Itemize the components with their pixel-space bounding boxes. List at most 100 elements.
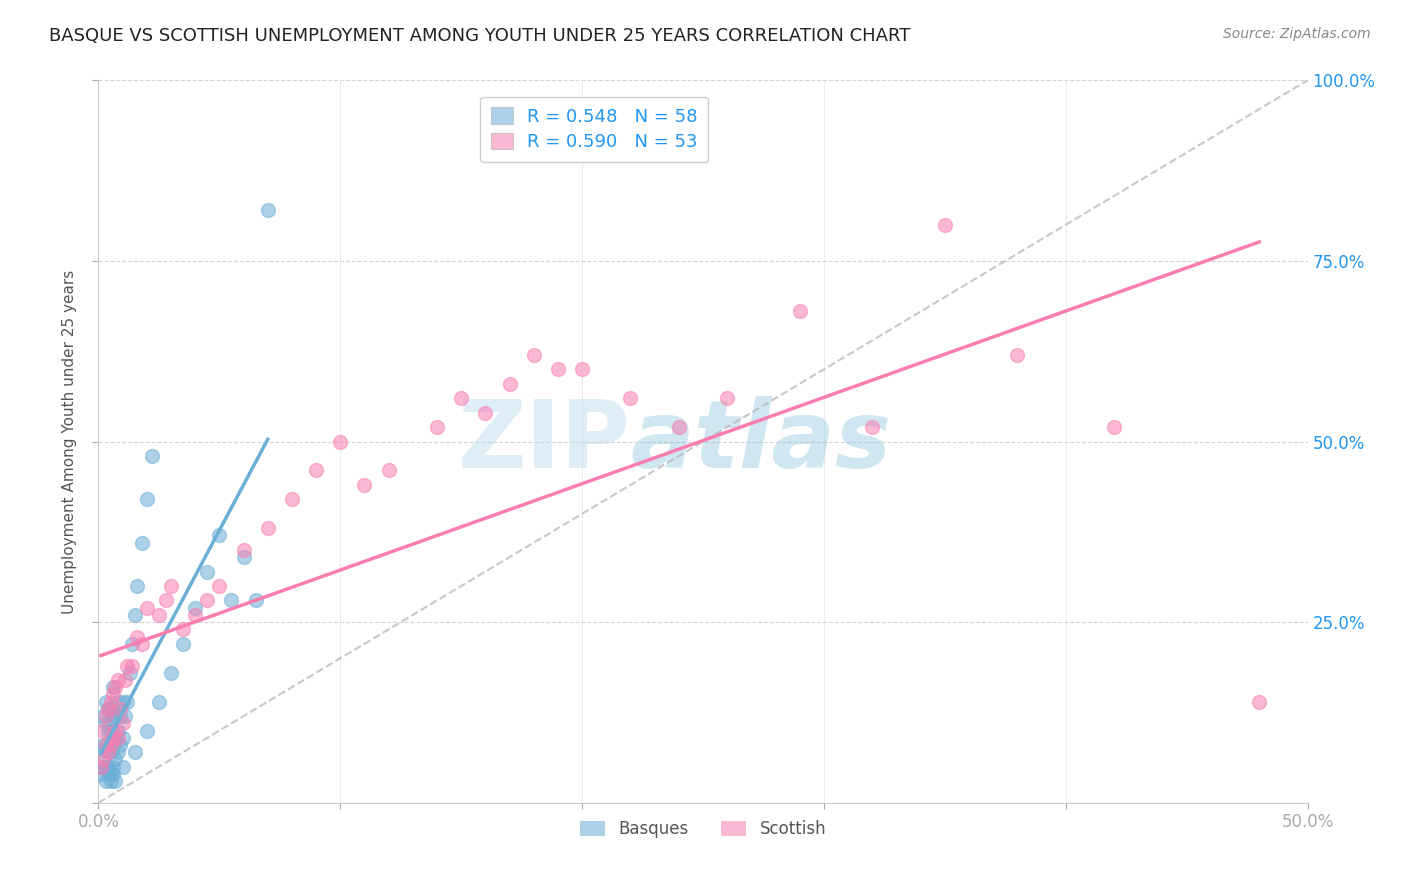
Point: [101, 687, 124, 701]
Point: [104, 680, 127, 694]
Point: [94, 774, 117, 789]
Point: [91, 752, 114, 766]
Point: [245, 593, 267, 607]
Point: [97, 745, 120, 759]
Point: [104, 731, 127, 745]
Point: [111, 760, 134, 774]
Point: [108, 738, 131, 752]
Point: [353, 478, 375, 492]
Point: [111, 695, 134, 709]
Point: [474, 406, 496, 420]
Point: [571, 362, 593, 376]
Point: [1007, 348, 1029, 362]
Point: [124, 745, 146, 759]
Point: [107, 731, 129, 745]
Point: [94, 695, 117, 709]
Point: [94, 709, 117, 723]
Point: [114, 709, 136, 723]
Point: [281, 492, 304, 507]
Point: [232, 550, 254, 565]
Point: [107, 695, 129, 709]
Point: [94, 760, 117, 774]
Point: [195, 593, 218, 607]
Point: [135, 723, 157, 738]
Point: [127, 579, 149, 593]
Text: Source: ZipAtlas.com: Source: ZipAtlas.com: [1223, 27, 1371, 41]
Point: [208, 528, 231, 542]
Point: [208, 579, 231, 593]
Point: [860, 420, 883, 434]
Point: [100, 695, 122, 709]
Point: [97, 767, 120, 781]
Point: [100, 767, 122, 781]
Point: [232, 542, 254, 557]
Point: [91, 723, 114, 738]
Text: ZIP: ZIP: [457, 395, 630, 488]
Point: [100, 745, 122, 759]
Point: [94, 738, 117, 752]
Point: [716, 391, 738, 405]
Point: [104, 774, 127, 789]
Legend: Basques, Scottish: Basques, Scottish: [572, 814, 834, 845]
Point: [101, 760, 124, 774]
Point: [90, 760, 112, 774]
Point: [934, 218, 956, 232]
Text: atlas: atlas: [630, 395, 891, 488]
Point: [101, 680, 124, 694]
Point: [91, 760, 114, 774]
Point: [90, 745, 112, 759]
Point: [107, 673, 129, 687]
Point: [377, 463, 399, 477]
Point: [97, 723, 120, 738]
Point: [141, 449, 163, 463]
Point: [101, 709, 124, 723]
Point: [160, 665, 183, 680]
Point: [97, 702, 120, 716]
Point: [91, 709, 114, 723]
Point: [107, 723, 129, 738]
Point: [104, 752, 127, 766]
Point: [329, 434, 352, 449]
Point: [94, 716, 117, 731]
Point: [305, 463, 328, 477]
Point: [91, 738, 114, 752]
Point: [111, 731, 134, 745]
Point: [124, 607, 146, 622]
Y-axis label: Unemployment Among Youth under 25 years: Unemployment Among Youth under 25 years: [62, 269, 77, 614]
Point: [100, 774, 122, 789]
Point: [195, 565, 218, 579]
Point: [1249, 695, 1271, 709]
Point: [148, 607, 170, 622]
Point: [160, 579, 183, 593]
Point: [523, 348, 546, 362]
Point: [97, 760, 120, 774]
Point: [184, 600, 207, 615]
Point: [256, 203, 278, 218]
Point: [101, 738, 124, 752]
Point: [498, 376, 520, 391]
Point: [100, 702, 122, 716]
Point: [118, 665, 141, 680]
Point: [450, 391, 472, 405]
Point: [619, 391, 641, 405]
Point: [97, 745, 120, 759]
Point: [114, 673, 136, 687]
Point: [90, 767, 112, 781]
Point: [172, 623, 194, 637]
Point: [668, 420, 690, 434]
Point: [111, 716, 134, 731]
Point: [101, 767, 124, 781]
Point: [131, 637, 153, 651]
Point: [121, 637, 143, 651]
Point: [121, 658, 143, 673]
Point: [135, 600, 157, 615]
Point: [107, 745, 129, 759]
Point: [117, 695, 139, 709]
Point: [184, 607, 207, 622]
Point: [127, 630, 149, 644]
Point: [172, 637, 194, 651]
Point: [104, 723, 127, 738]
Point: [547, 362, 569, 376]
Point: [1102, 420, 1125, 434]
Point: [148, 695, 170, 709]
